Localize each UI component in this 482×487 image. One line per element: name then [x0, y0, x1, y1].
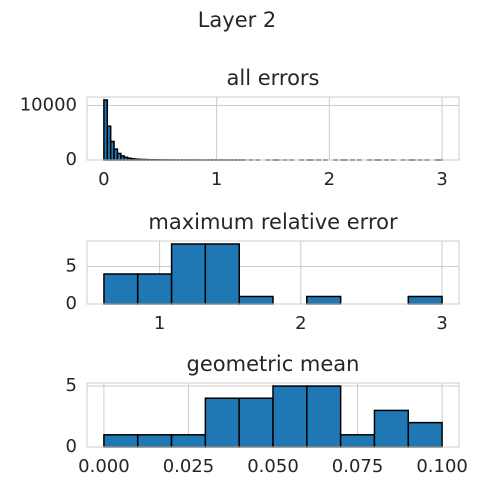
- x-tick-label: 0.050: [247, 456, 299, 477]
- x-tick-label: 2: [295, 313, 306, 334]
- axes-frame: [86, 96, 460, 161]
- x-tick-label: 0.000: [78, 456, 130, 477]
- axes-title: all errors: [227, 66, 320, 90]
- x-tick-label: 1: [154, 313, 165, 334]
- x-tick-label: 0: [98, 169, 109, 190]
- y-tick-label: 10000: [20, 94, 77, 115]
- bar: [238, 295, 274, 305]
- axes-title: maximum relative error: [148, 210, 398, 234]
- y-tick-label: 5: [66, 375, 77, 396]
- x-tick-label: 3: [436, 313, 447, 334]
- x-tick-label: 3: [436, 169, 447, 190]
- x-tick-label: 2: [324, 169, 335, 190]
- bar: [306, 295, 342, 305]
- x-tick-label: 1: [211, 169, 222, 190]
- bar: [170, 243, 207, 305]
- bar: [103, 273, 139, 305]
- y-tick-label: 0: [66, 293, 77, 314]
- bar: [306, 385, 342, 448]
- axes-title: geometric mean: [187, 352, 360, 376]
- y-tick-label: 0: [66, 436, 77, 457]
- axes-frame: [86, 382, 460, 448]
- bar: [407, 421, 443, 448]
- bar: [238, 397, 274, 448]
- bar: [204, 397, 240, 448]
- bar: [136, 273, 173, 305]
- x-tick-label: 0.100: [416, 456, 468, 477]
- bar: [272, 385, 308, 448]
- axes-frame: [86, 240, 460, 305]
- figure-title: Layer 2: [198, 8, 277, 32]
- bar: [136, 434, 173, 448]
- bar: [204, 243, 240, 305]
- bar: [170, 434, 207, 448]
- x-tick-label: 0.075: [332, 456, 384, 477]
- y-tick-label: 5: [66, 256, 77, 277]
- bar: [407, 295, 443, 305]
- x-tick-label: 0.025: [163, 456, 215, 477]
- y-tick-label: 0: [66, 149, 77, 170]
- bar: [339, 434, 376, 448]
- bar: [103, 434, 139, 448]
- bar: [373, 409, 410, 448]
